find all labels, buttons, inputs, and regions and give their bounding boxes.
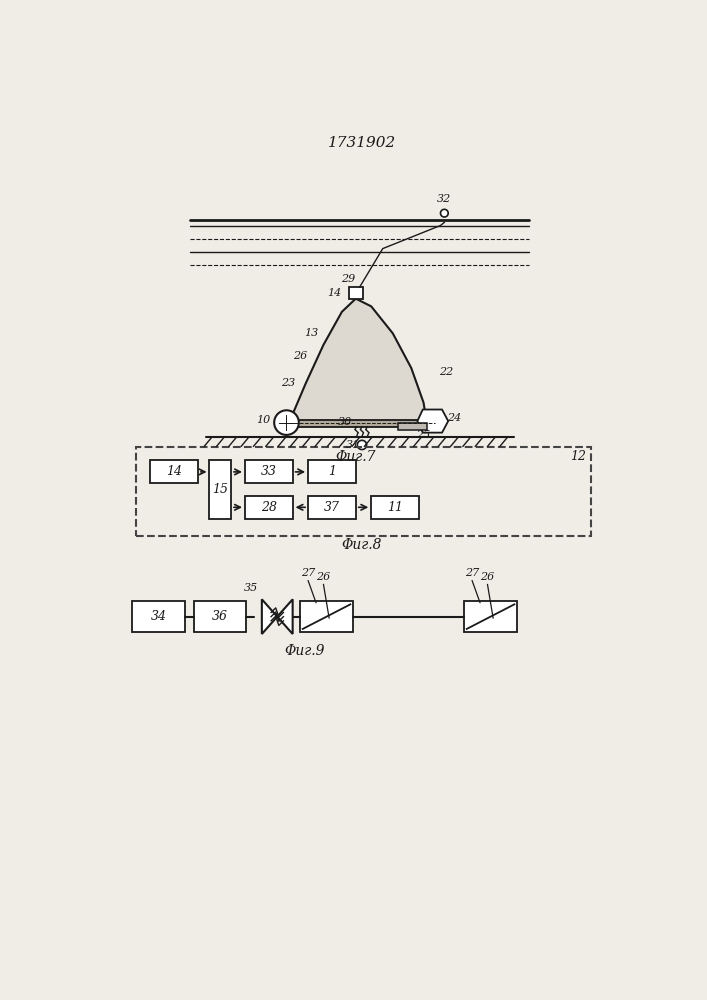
Circle shape (440, 209, 448, 217)
Text: Φиг.9: Φиг.9 (284, 644, 325, 658)
Text: Φиг.7: Φиг.7 (336, 450, 376, 464)
Text: 26: 26 (480, 572, 495, 582)
Text: 15: 15 (212, 483, 228, 496)
Bar (132, 601, 185, 632)
Text: 37: 37 (324, 501, 340, 514)
Text: 27: 27 (465, 568, 479, 578)
Text: 34: 34 (151, 610, 167, 623)
Bar (209, 460, 231, 519)
Text: 1731902: 1731902 (328, 136, 396, 150)
Text: 11: 11 (387, 501, 403, 514)
Text: 33: 33 (261, 465, 276, 478)
Circle shape (357, 440, 366, 450)
Text: 28: 28 (261, 501, 276, 514)
Bar (371, 496, 419, 519)
Text: 31: 31 (346, 440, 360, 450)
Text: 23: 23 (281, 378, 295, 388)
Bar (308, 460, 356, 483)
Text: 26: 26 (316, 572, 331, 582)
Text: 30: 30 (338, 417, 352, 427)
Bar (308, 496, 356, 519)
Text: 24: 24 (448, 413, 462, 423)
Text: 27: 27 (301, 568, 315, 578)
Bar (194, 601, 247, 632)
Text: 26: 26 (293, 351, 308, 361)
Text: 13: 13 (304, 328, 318, 338)
Bar (349, 287, 363, 299)
Bar (150, 460, 198, 483)
Bar (245, 460, 293, 483)
Polygon shape (417, 410, 448, 433)
Circle shape (274, 410, 299, 435)
Bar (283, 420, 437, 427)
Text: 22: 22 (440, 367, 454, 377)
Text: 14: 14 (327, 288, 341, 298)
Bar (300, 601, 353, 632)
Bar (245, 496, 293, 519)
Text: 29: 29 (341, 274, 355, 284)
Text: 36: 36 (212, 610, 228, 623)
Text: 25: 25 (416, 430, 431, 440)
Text: 1: 1 (328, 465, 336, 478)
Polygon shape (288, 299, 426, 426)
Bar (398, 423, 428, 430)
Text: 35: 35 (244, 583, 258, 593)
Text: 32: 32 (437, 194, 452, 204)
Text: 10: 10 (256, 415, 271, 425)
Bar (464, 601, 517, 632)
Text: Φиг.8: Φиг.8 (341, 538, 382, 552)
Polygon shape (262, 599, 293, 634)
Bar (136, 447, 590, 536)
Text: 14: 14 (166, 465, 182, 478)
Text: 12: 12 (570, 450, 586, 463)
